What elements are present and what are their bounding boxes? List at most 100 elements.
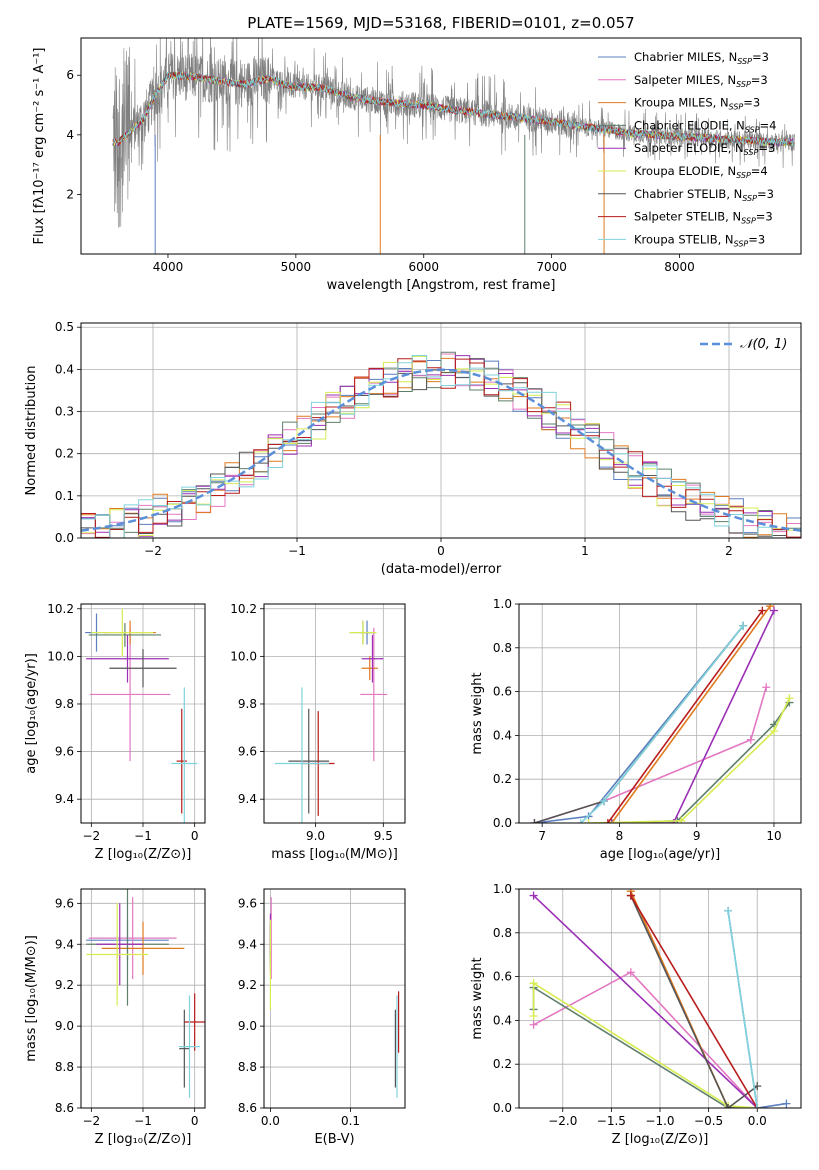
series-point-5: [677, 816, 686, 823]
series-point-5: [529, 979, 538, 988]
y-axis-label: age [log₁₀(age/yr)]: [24, 653, 39, 774]
panel-mass_weight_vs_age: 7 8 9 10 0.0 0.2 0.4 0.6 0.8 1.0 age [log₁₀(age/yr…: [470, 597, 802, 862]
legend-label-3: Chabrier ELODIE, NSSP=4: [634, 118, 776, 134]
x-tick-label: −2: [82, 829, 100, 843]
legend-model-name: Salpeter STELIB, N: [634, 210, 741, 224]
y-tick-label: 0.0: [493, 816, 512, 830]
y-tick-label: 0.6: [493, 685, 512, 699]
y-tick-label: 9.2: [238, 978, 257, 992]
x-tick-label: −1: [288, 544, 306, 558]
x-tick-label: −1.0: [645, 1114, 674, 1128]
y-tick-label: 10.2: [47, 602, 74, 616]
legend-ssp-subscript: SSP: [745, 125, 760, 134]
y-axis-label: Flux [fλ10⁻¹⁷ erg cm⁻² s⁻¹ A⁻¹]: [32, 48, 47, 245]
y-tick-label: 9.4: [238, 792, 257, 806]
x-tick-label: −2: [144, 544, 162, 558]
axes-frame: [518, 603, 802, 824]
x-tick-label: −2: [82, 1114, 100, 1128]
series-point-8: [576, 819, 585, 823]
panel-age_vs_metallicity: −2 −1 0 9.4 9.6 9.8 10.0 10.2 Z [log₁₀(Z/Z⊙)] age…: [24, 602, 206, 862]
series-point-7: [758, 606, 767, 615]
panel-mass_vs_ebv: 0.0 0.1 8.6 8.8 9.0 9.2 9.4 9.6 E(B-V): [238, 888, 406, 1147]
x-axis-label: wavelength [Angstrom, rest frame]: [327, 278, 556, 293]
y-tick-label: 0.3: [55, 405, 74, 419]
y-tick-label: 0.0: [493, 1101, 512, 1115]
plot-area: [81, 351, 801, 538]
x-tick-label: −1.5: [597, 1114, 626, 1128]
x-axis-label: Z [log₁₀(Z/Z⊙)]: [612, 1132, 709, 1147]
y-tick-label: 0.4: [493, 1013, 512, 1027]
series-line-8: [580, 625, 744, 823]
series-point-4: [769, 606, 778, 615]
y-tick-label: 9.6: [55, 896, 74, 910]
series-line-1: [534, 686, 767, 823]
plot-area: [274, 620, 388, 823]
y-tick-label: 0.1: [55, 489, 74, 503]
series-point-5: [785, 694, 794, 703]
series-line-6: [534, 625, 744, 823]
legend-label-1: Salpeter MILES, NSSP=3: [634, 73, 768, 89]
y-tick-label: 9.8: [55, 697, 74, 711]
legend-ssp-subscript: SSP: [742, 194, 757, 203]
panel-spectrum: 4000 5000 6000 7000 8000 2 4 6 wavelength [Angst…: [32, 37, 802, 293]
series-point-6: [530, 819, 539, 823]
y-tick-label: 8.8: [238, 1060, 257, 1074]
legend-nssp-value: =3: [751, 73, 768, 87]
series-point-5: [529, 1012, 538, 1021]
y-tick-label: 10.2: [230, 602, 257, 616]
x-axis-label: E(B-V): [314, 1132, 354, 1147]
x-tick-label: 6000: [408, 260, 439, 274]
x-axis-label: Z [log₁₀(Z/Z⊙)]: [95, 847, 192, 862]
x-tick-label: 2: [725, 544, 733, 558]
series-point-1: [762, 683, 771, 692]
plot-area: [112, 38, 795, 254]
x-tick-label: 5000: [281, 260, 312, 274]
x-tick-label: 0: [191, 1114, 199, 1128]
series-point-8: [739, 621, 748, 630]
y-tick-label: 10.0: [47, 649, 74, 663]
legend-nssp-value: =4: [760, 118, 777, 132]
x-tick-label: 0.0: [748, 1114, 767, 1128]
x-tick-label: 7000: [536, 260, 567, 274]
x-tick-label: 7: [538, 829, 546, 843]
y-tick-label: 0.4: [493, 728, 512, 742]
legend-label-5: Kroupa ELODIE, NSSP=4: [634, 164, 768, 180]
series-point-0: [782, 1099, 791, 1108]
y-tick-label: 0.2: [55, 447, 74, 461]
legend-nssp-value: =3: [758, 141, 775, 155]
legend-model-name: Kroupa ELODIE, N: [634, 164, 736, 178]
gaussian-curve: [81, 368, 801, 532]
plot-area: [85, 608, 198, 823]
legend-ssp-subscript: SSP: [744, 148, 759, 157]
x-axis-label: (data-model)/error: [381, 562, 502, 577]
y-tick-label: 9.0: [55, 1019, 74, 1033]
x-tick-label: 9: [693, 829, 701, 843]
y-axis-label: mass weight: [470, 672, 485, 754]
series-line-4: [533, 895, 758, 1108]
axes-frame: [80, 37, 802, 255]
series-point-4: [607, 819, 616, 823]
series-point-1: [626, 968, 635, 977]
y-tick-label: 9.6: [238, 745, 257, 759]
series-point-5: [769, 727, 778, 736]
x-tick-label: 0.1: [341, 1114, 360, 1128]
x-tick-label: 4000: [153, 260, 184, 274]
residual-histogram-8: [81, 355, 801, 538]
legend-label-4: Salpeter ELODIE, NSSP=3: [634, 141, 775, 157]
series-point-1: [529, 1020, 538, 1029]
series-point-1: [746, 735, 755, 744]
series-line-8: [727, 910, 758, 1108]
x-tick-label: 9.5: [374, 829, 393, 843]
x-tick-label: 0: [191, 829, 199, 843]
legend-ssp-subscript: SSP: [737, 57, 752, 66]
series-line-1: [533, 971, 758, 1108]
series-point-2: [766, 604, 775, 611]
panel-residuals: 𝒩(0, 1) −2 −1 0 1 2 0.0 0.1 0.2 0.3 0.4 0.5 (data-mo…: [24, 320, 802, 577]
series-point-8: [724, 906, 733, 915]
series-point-7: [626, 891, 635, 900]
series-point-5: [584, 819, 593, 823]
plot-area: [530, 604, 794, 823]
x-tick-label: −2.0: [548, 1114, 577, 1128]
y-tick-label: 6: [66, 68, 74, 82]
